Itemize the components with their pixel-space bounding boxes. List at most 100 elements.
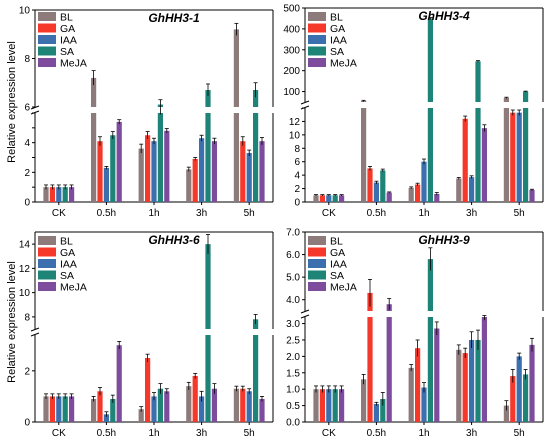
x-tick-label: CK — [52, 208, 66, 219]
bar — [421, 161, 427, 202]
legend-swatch — [308, 282, 326, 291]
panel-title: GhHH3-9 — [418, 233, 470, 247]
bar — [326, 195, 332, 202]
legend-swatch — [38, 247, 56, 257]
bar — [62, 187, 68, 202]
bar-upper — [475, 61, 481, 102]
bar — [361, 379, 367, 422]
legend-swatch — [308, 23, 326, 33]
x-tick-label: 0.5h — [97, 208, 116, 219]
y-tick-label: 10 — [19, 288, 31, 299]
y-tick-label: 6 — [294, 157, 300, 168]
bar-upper — [253, 90, 259, 107]
bar — [43, 187, 49, 202]
y-axis-label-top: Relative expression level — [6, 41, 18, 163]
y-tick-label: 0.0 — [286, 418, 300, 429]
bar — [246, 391, 252, 422]
bar — [434, 193, 440, 202]
legend-label: GA — [60, 247, 75, 259]
bar — [233, 113, 239, 202]
axis-break-mark — [300, 309, 310, 314]
bar — [456, 349, 462, 422]
bar — [56, 396, 62, 422]
y-tick-label: 7.0 — [286, 228, 300, 239]
y-tick-label: 0 — [24, 418, 30, 429]
axis-break-mark — [300, 314, 310, 319]
bar — [421, 387, 427, 422]
panel-title: GhHH3-6 — [148, 233, 200, 247]
bar — [145, 135, 151, 202]
y-tick-label: 2.0 — [286, 352, 300, 363]
bar — [205, 113, 211, 202]
legend-swatch — [38, 259, 56, 268]
bar — [469, 339, 475, 422]
y-tick-label: 14 — [19, 240, 31, 251]
bar — [164, 130, 170, 202]
legend-label: SA — [60, 46, 74, 58]
bar — [516, 356, 522, 422]
panel-title: GhHH3-1 — [148, 11, 200, 25]
y-tick-label: 2 — [24, 366, 30, 377]
bar-upper — [427, 18, 433, 103]
bar — [380, 170, 386, 202]
bar — [386, 192, 392, 202]
bar — [199, 396, 205, 422]
bar — [319, 195, 325, 202]
y-tick-label: 4.0 — [286, 295, 300, 306]
bar — [56, 187, 62, 202]
y-tick-label: 0.5 — [286, 401, 300, 412]
y-tick-label: 6 — [24, 103, 30, 114]
bar — [510, 376, 516, 422]
bar — [43, 396, 49, 422]
x-tick-label: 3h — [196, 428, 207, 439]
bar — [259, 141, 265, 202]
y-tick-label: 8 — [24, 312, 30, 323]
x-tick-label: 0.5h — [367, 428, 386, 439]
y-tick-label: 12 — [289, 117, 301, 128]
bar — [313, 389, 319, 422]
bar — [211, 388, 217, 422]
bar — [91, 398, 97, 422]
bar — [408, 367, 414, 422]
legend-label: MeJA — [60, 282, 87, 294]
legend-swatch — [38, 35, 56, 44]
panel-ghhh3-4: 0 2 4 6 8 10 12 100 200 300 400 500 CK 0.5h 1h 3h 5h BLGA… — [283, 4, 544, 219]
legend-label: SA — [330, 46, 344, 58]
bar — [367, 168, 373, 202]
x-tick-label: 1h — [148, 208, 159, 219]
x-tick-label: 3h — [466, 428, 477, 439]
x-tick-label: CK — [322, 208, 336, 219]
bar — [529, 189, 535, 202]
x-tick-label: 5h — [514, 428, 525, 439]
legend-label: IAA — [60, 35, 77, 47]
x-tick-label: 3h — [196, 208, 207, 219]
bar-upper — [523, 91, 529, 102]
bar — [91, 113, 97, 202]
bar — [138, 148, 144, 202]
bar — [259, 398, 265, 422]
bar-upper — [233, 29, 239, 107]
bar — [246, 153, 252, 202]
bar — [253, 113, 259, 202]
bar — [69, 396, 75, 422]
bar-upper — [205, 244, 211, 329]
bar — [529, 344, 535, 422]
bar — [503, 405, 509, 422]
bar-upper — [427, 259, 433, 311]
bar — [164, 391, 170, 422]
legend-swatch — [308, 35, 326, 44]
bar — [469, 177, 475, 202]
bar — [373, 182, 379, 202]
bar — [313, 195, 319, 202]
legend-label: BL — [60, 236, 73, 248]
x-tick-label: 5h — [244, 208, 255, 219]
y-tick-label: 2 — [24, 168, 30, 179]
bar — [103, 414, 109, 422]
legend-label: BL — [330, 236, 343, 248]
legend-swatch — [308, 236, 326, 245]
legend-label: MeJA — [330, 282, 357, 294]
bar — [516, 112, 522, 202]
bar — [49, 187, 55, 202]
bar — [186, 169, 192, 202]
